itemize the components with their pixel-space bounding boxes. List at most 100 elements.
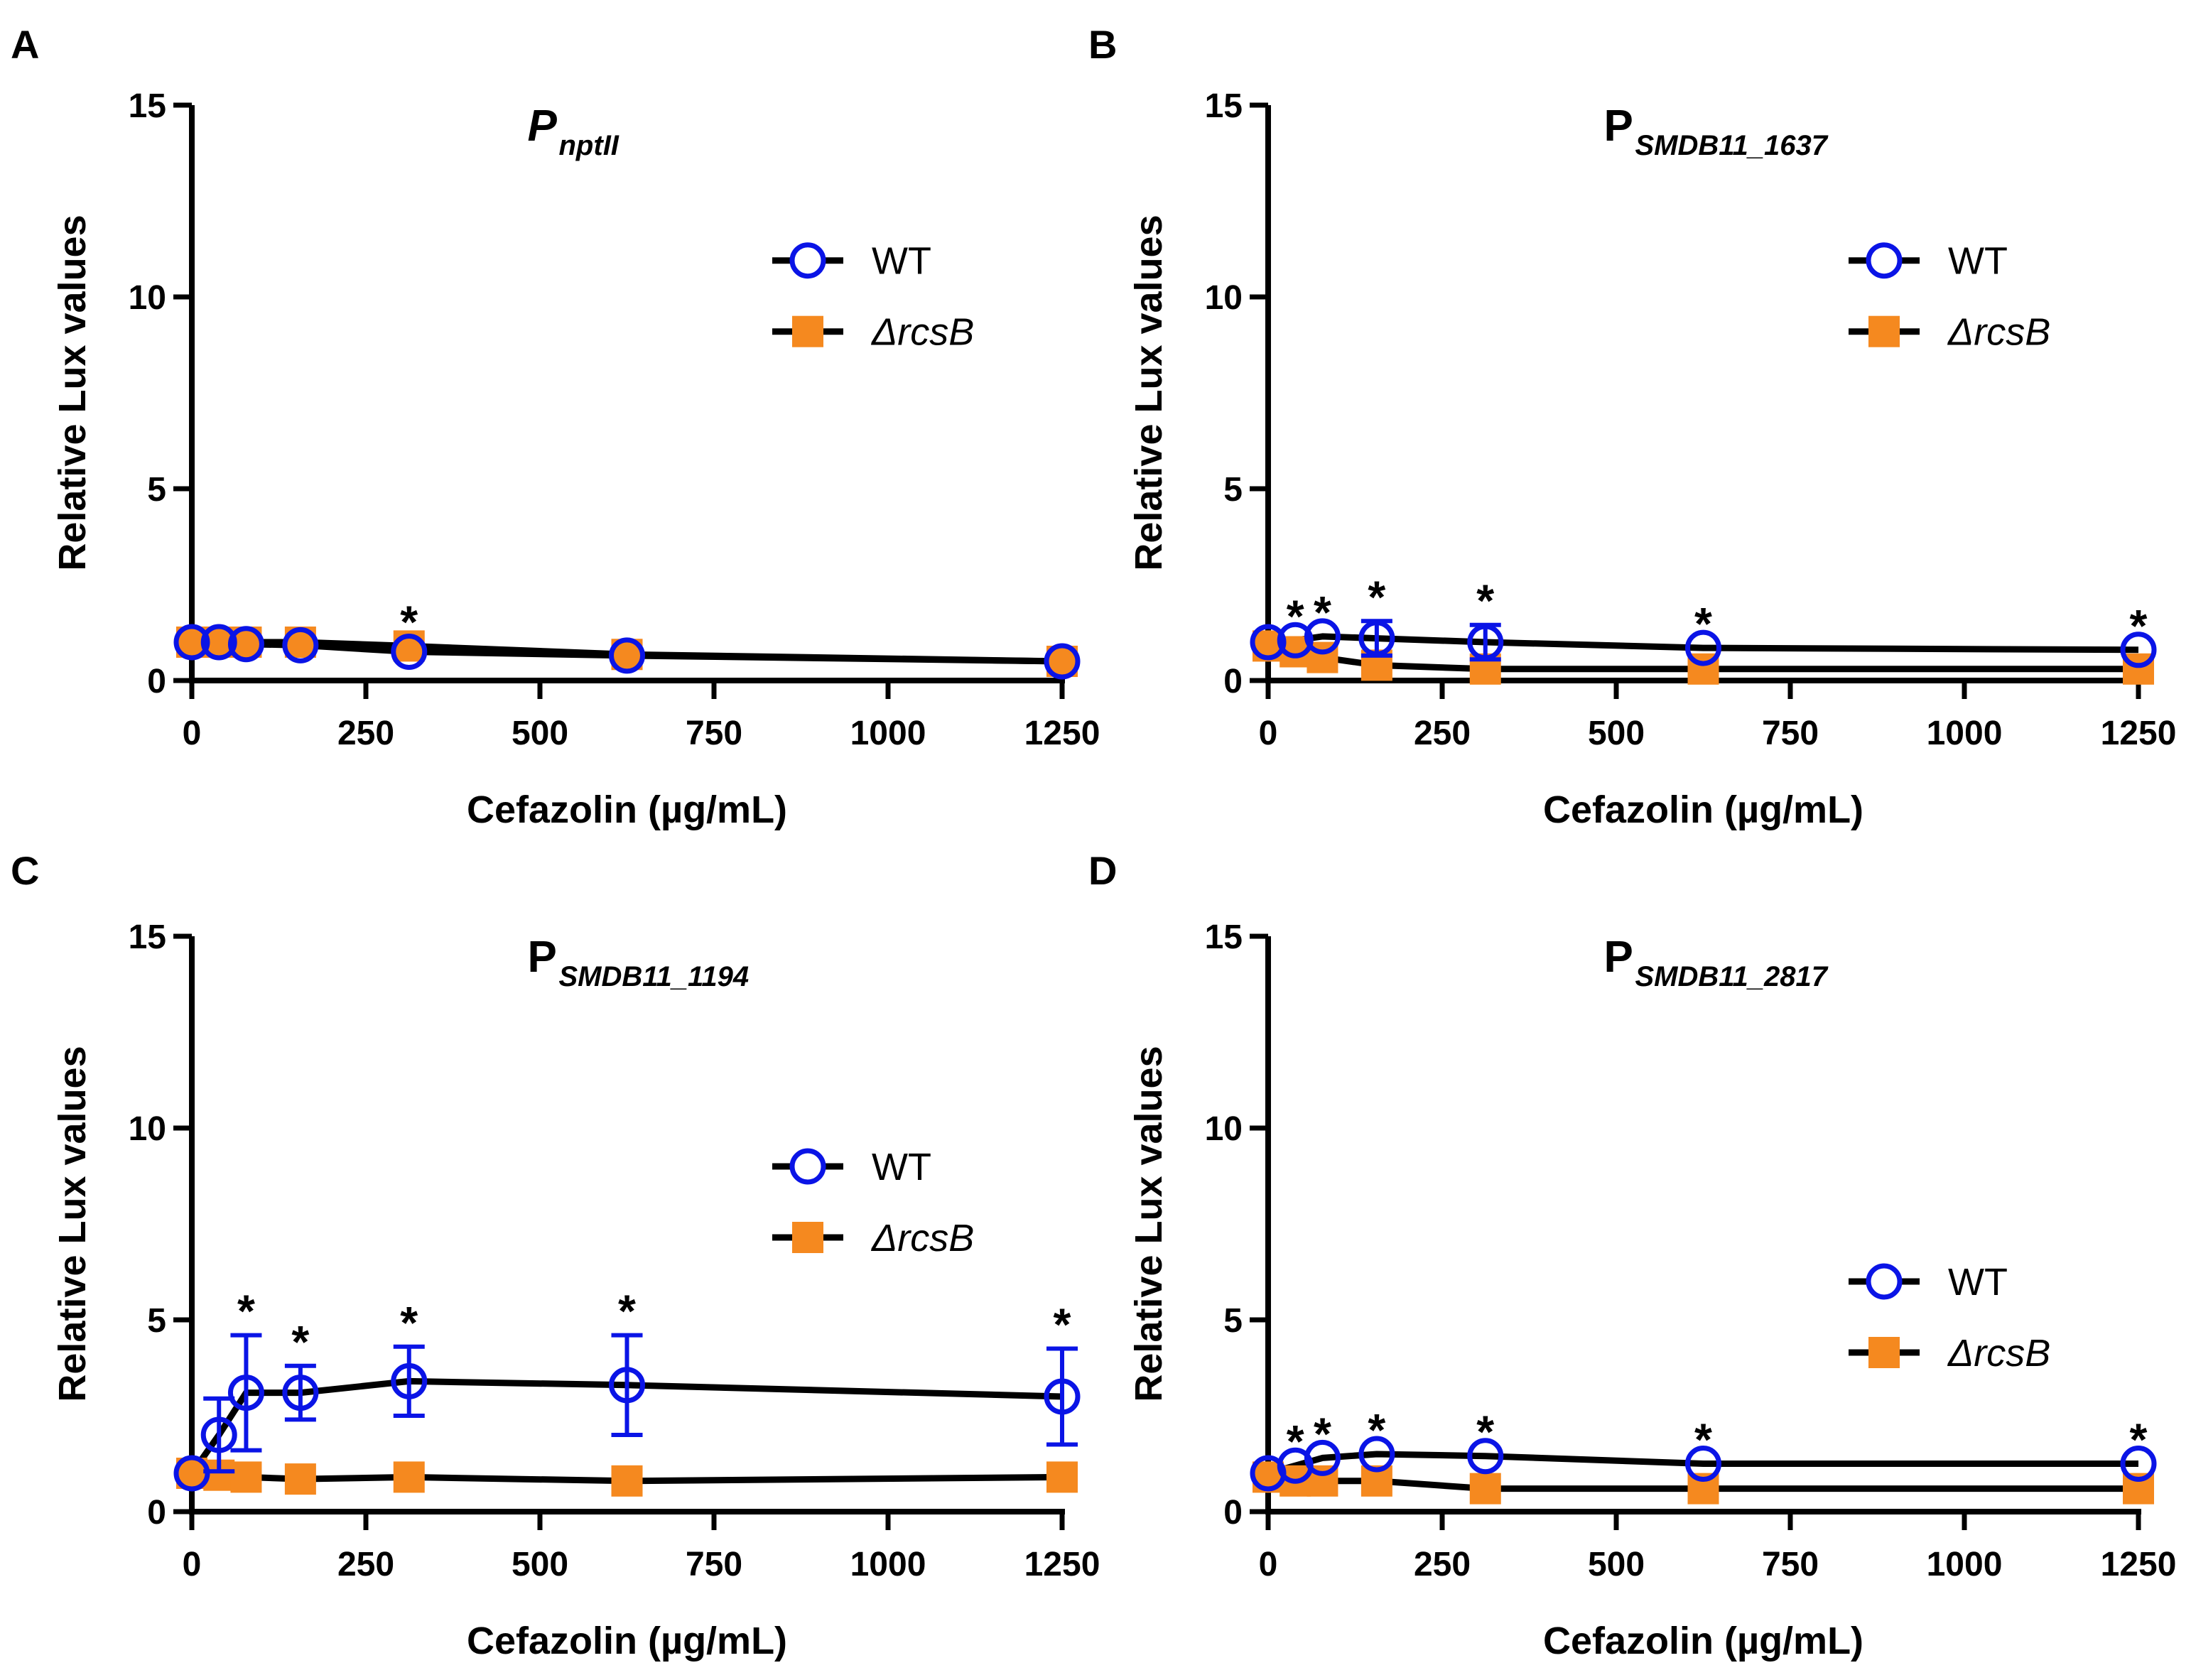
wt-point — [609, 637, 645, 674]
significance-star: * — [1694, 1414, 1712, 1465]
x-tick-label: 1250 — [2101, 1546, 2177, 1583]
x-tick-label: 750 — [686, 715, 742, 752]
legend-label-wt: WT — [1948, 240, 2008, 283]
wt-point — [200, 624, 237, 661]
x-tick-label: 0 — [183, 715, 202, 752]
wt-point — [1358, 1436, 1395, 1473]
y-axis-label: Relative Lux values — [1127, 1046, 1170, 1402]
x-tick-label: 500 — [1588, 1546, 1645, 1583]
panel-letter: D — [1088, 848, 1117, 893]
x-tick-label: 750 — [1762, 715, 1819, 752]
x-tick-label: 500 — [512, 1546, 568, 1583]
wt-point — [1685, 629, 1721, 666]
legend-marker-rcsb — [792, 315, 823, 347]
legend-marker-rcsb — [792, 1222, 823, 1253]
legend-label-rcsb: ΔrcsB — [1947, 1332, 2050, 1375]
wt-point — [1277, 622, 1314, 659]
wt-point — [1250, 624, 1287, 661]
x-axis-label: Cefazolin (µg/mL) — [1543, 788, 1863, 831]
wt-point — [282, 1375, 319, 1411]
wt-point — [227, 626, 264, 663]
x-tick-label: 1250 — [1024, 1546, 1100, 1583]
y-tick-label: 5 — [1223, 1302, 1243, 1340]
rcsb-point — [1469, 1473, 1501, 1505]
rcsb-point — [284, 1463, 316, 1495]
significance-star: * — [2130, 600, 2148, 651]
x-tick-label: 500 — [512, 715, 568, 752]
legend-marker-wt — [1866, 242, 1903, 279]
panel-c: C 0 5 10 15 0 250 500 750 1000 1250 Cefazolin (µg/m… — [11, 848, 1100, 1662]
y-tick-label: 0 — [1223, 663, 1243, 700]
wt-point — [391, 1362, 428, 1399]
significance-star: * — [1368, 571, 1385, 622]
y-tick-label: 0 — [147, 1494, 166, 1532]
y-axis-label: Relative Lux values — [51, 215, 94, 570]
chart-title: P — [1604, 102, 1633, 151]
wt-point — [173, 624, 210, 661]
chart-title-subscript: SMDB11_1194 — [559, 961, 750, 992]
significance-star: * — [400, 596, 418, 647]
significance-star: * — [1054, 1299, 1071, 1350]
y-tick-label: 10 — [1205, 1110, 1243, 1148]
x-tick-label: 750 — [686, 1546, 742, 1583]
significance-star: * — [1287, 1416, 1304, 1467]
wt-point — [282, 627, 319, 663]
rcsb-point — [611, 1465, 643, 1497]
wt-point — [1044, 643, 1081, 680]
panel-d: D 0 5 10 15 0 250 500 750 1000 1250 Cefazolin (µg/m… — [1088, 848, 2176, 1662]
y-axis-label: Relative Lux values — [1127, 215, 1170, 570]
chart-title-subscript: nptII — [559, 130, 620, 161]
significance-star: * — [400, 1297, 418, 1348]
significance-star: * — [1314, 587, 1331, 638]
legend-label-rcsb: ΔrcsB — [870, 311, 974, 354]
rcsb-point — [230, 1461, 262, 1493]
legend-label-rcsb: ΔrcsB — [870, 1217, 974, 1259]
chart-title-subscript: SMDB11_2817 — [1635, 961, 1829, 992]
legend-marker-wt — [1866, 1263, 1903, 1300]
x-tick-label: 1000 — [850, 1546, 926, 1583]
x-tick-label: 1250 — [2101, 715, 2177, 752]
wt-point — [227, 1375, 264, 1411]
y-tick-label: 15 — [129, 918, 166, 956]
significance-star: * — [237, 1286, 255, 1337]
y-tick-label: 10 — [129, 1110, 166, 1148]
chart-title-subscript: SMDB11_1637 — [1635, 130, 1829, 161]
significance-star: * — [1368, 1404, 1385, 1456]
wt-point — [200, 1416, 237, 1453]
wt-point — [1467, 624, 1504, 661]
x-tick-label: 1250 — [1024, 715, 1100, 752]
y-tick-label: 15 — [129, 87, 166, 125]
legend-label-wt: WT — [872, 240, 931, 283]
y-tick-label: 0 — [1223, 1494, 1243, 1532]
significance-star: * — [291, 1316, 309, 1367]
legend-marker-rcsb — [1868, 315, 1900, 347]
wt-point — [609, 1367, 645, 1404]
x-tick-label: 750 — [1762, 1546, 1819, 1583]
x-tick-label: 250 — [1414, 715, 1471, 752]
wt-point — [1304, 1439, 1341, 1476]
x-axis-label: Cefazolin (µg/mL) — [1543, 1620, 1863, 1662]
significance-star: * — [2130, 1414, 2148, 1465]
wt-point — [173, 1455, 210, 1492]
legend-marker-rcsb — [1868, 1337, 1900, 1368]
y-tick-label: 10 — [129, 279, 166, 317]
x-tick-label: 1000 — [1927, 1546, 2003, 1583]
x-tick-label: 500 — [1588, 715, 1645, 752]
panel-letter: C — [11, 848, 39, 893]
panel-letter: B — [1088, 22, 1117, 67]
significance-star: * — [1314, 1408, 1331, 1459]
x-tick-label: 1000 — [850, 715, 926, 752]
x-axis-label: Cefazolin (µg/mL) — [467, 788, 787, 831]
x-tick-label: 0 — [183, 1546, 202, 1583]
significance-star: * — [618, 1286, 636, 1337]
y-tick-label: 15 — [1205, 87, 1243, 125]
y-tick-label: 15 — [1205, 918, 1243, 956]
y-tick-label: 5 — [147, 471, 166, 509]
panel-a: A 0 5 10 15 0 250 500 750 1000 1250 Cefazolin (µg/m… — [11, 22, 1100, 831]
legend-label-wt: WT — [1948, 1261, 2008, 1304]
x-tick-label: 250 — [337, 1546, 394, 1583]
wt-point — [1358, 620, 1395, 657]
rcsb-point — [1046, 1461, 1078, 1493]
chart-title: P — [1604, 933, 1633, 982]
